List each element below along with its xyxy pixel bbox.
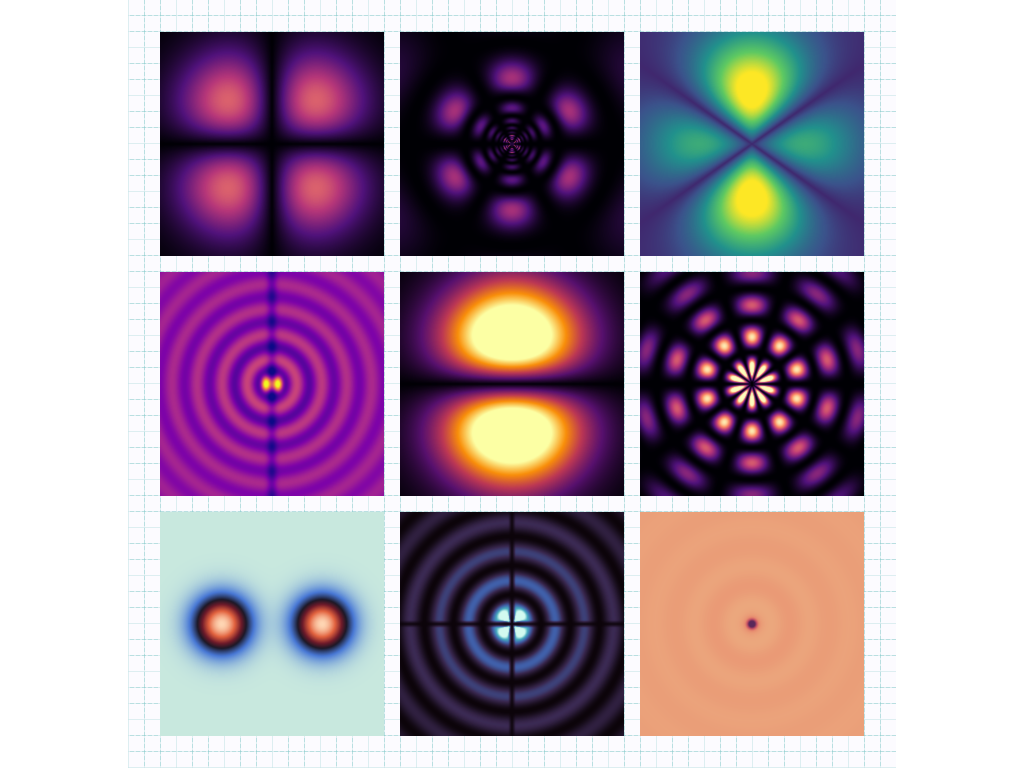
panel-6-image [640, 272, 864, 496]
panel-7-image [160, 512, 384, 736]
panel-1-image [160, 32, 384, 256]
panel-6 [640, 272, 864, 496]
panel-4-image [160, 272, 384, 496]
panel-3-image [640, 32, 864, 256]
panel-2 [400, 32, 624, 256]
panel-8 [400, 512, 624, 736]
panel-2-image [400, 32, 624, 256]
panel-5-image [400, 272, 624, 496]
panel-1 [160, 32, 384, 256]
panel-4 [160, 272, 384, 496]
panel-9-image [640, 512, 864, 736]
panel-7 [160, 512, 384, 736]
panel-3 [640, 32, 864, 256]
panel-9 [640, 512, 864, 736]
panel-8-image [400, 512, 624, 736]
panel-5 [400, 272, 624, 496]
